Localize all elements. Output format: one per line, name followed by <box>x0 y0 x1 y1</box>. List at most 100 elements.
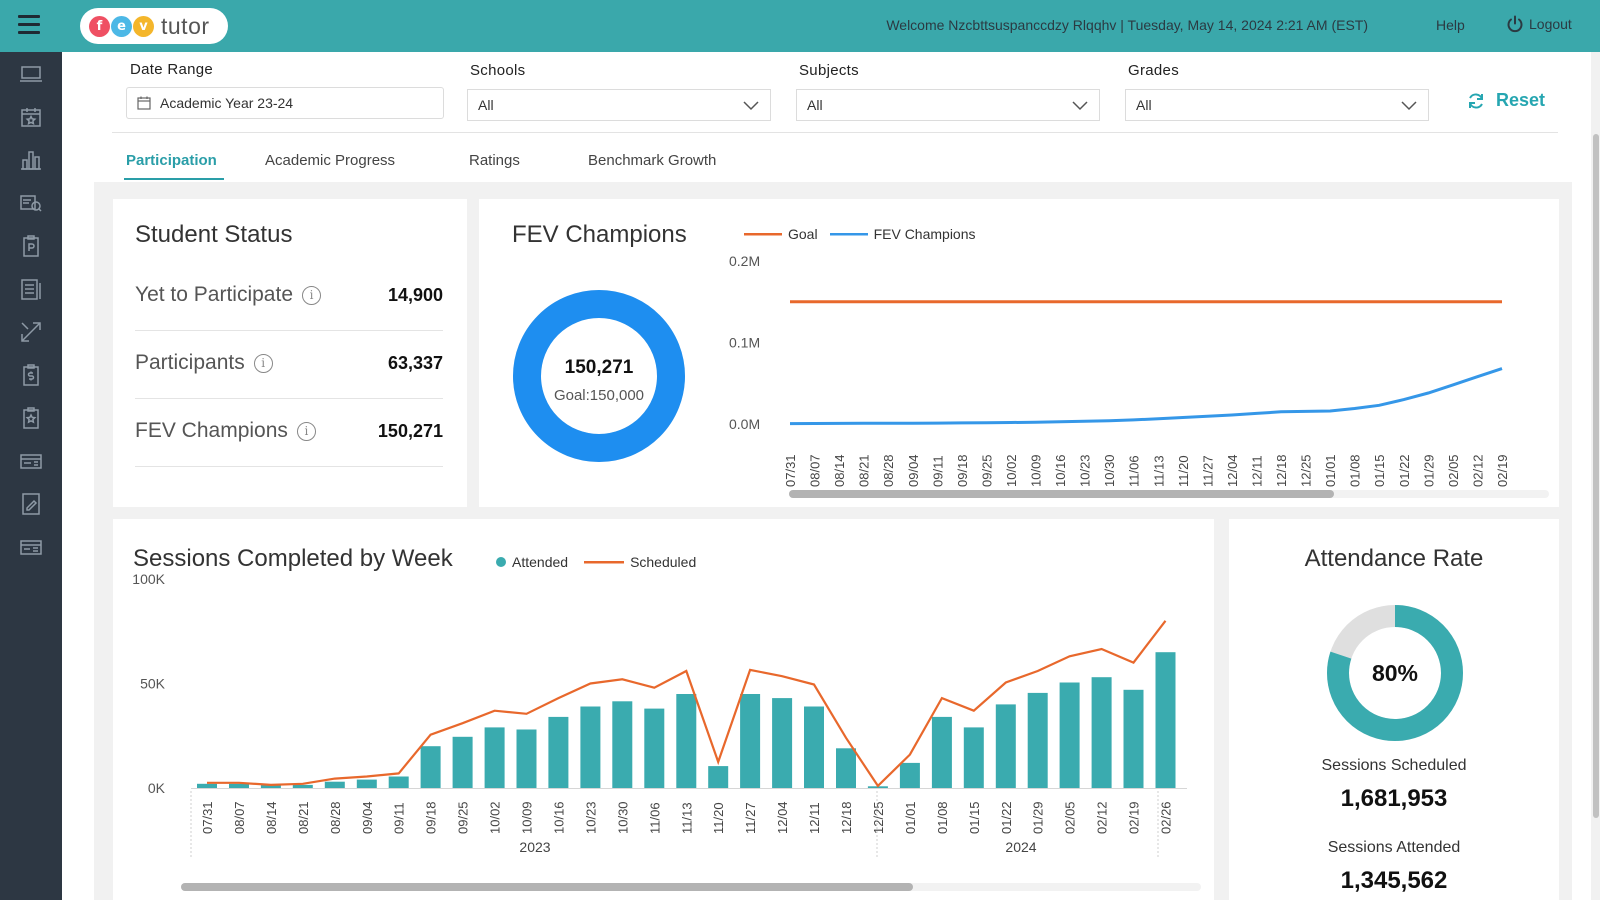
legend-scheduled[interactable]: Scheduled <box>584 554 696 570</box>
tab-participation[interactable]: Participation <box>126 152 217 169</box>
bar-attended <box>1155 652 1176 788</box>
legend-attended[interactable]: Attended <box>496 554 568 570</box>
stat-row-participants: Participants i 63,337 <box>135 331 443 399</box>
logo[interactable]: f e v tutor <box>80 8 228 44</box>
x-tick-label: 10/09 <box>520 801 535 834</box>
champions-scroll-thumb[interactable] <box>789 490 1334 498</box>
clipboard-p-icon[interactable] <box>19 234 43 258</box>
stat-row-yet-to-participate: Yet to Participate i 14,900 <box>135 263 443 331</box>
x-tick-label: 10/23 <box>583 801 598 834</box>
help-link[interactable]: Help <box>1436 17 1465 33</box>
attendance-donut: 80% <box>1327 605 1463 741</box>
sessions-scroll-thumb[interactable] <box>181 883 913 891</box>
donut-value: 150,271 <box>565 357 634 378</box>
year-label-2023: 2023 <box>519 839 550 855</box>
page-scrollbar-thumb[interactable] <box>1593 134 1599 818</box>
x-tick-label: 12/18 <box>1274 454 1289 487</box>
bar-attended <box>516 729 537 788</box>
tab-academic-progress[interactable]: Academic Progress <box>265 152 396 169</box>
reset-button[interactable]: Reset <box>1466 90 1545 111</box>
x-tick-label: 09/18 <box>424 801 439 834</box>
bar-attended <box>1091 677 1112 788</box>
legend-line-champions <box>829 233 868 236</box>
date-range-value: Academic Year 23-24 <box>160 95 294 111</box>
expand-arrows-icon[interactable] <box>19 320 43 344</box>
x-tick-label: 11/13 <box>1151 455 1166 487</box>
active-tab-indicator <box>124 178 224 180</box>
x-tick-label: 10/30 <box>1102 454 1117 487</box>
tab-benchmark-growth[interactable]: Benchmark Growth <box>588 152 717 169</box>
logo-text: tutor <box>161 12 210 39</box>
info-icon[interactable]: i <box>296 421 316 441</box>
x-tick-label: 09/18 <box>955 454 970 487</box>
grades-value: All <box>1136 97 1152 113</box>
bar-attended <box>292 784 313 788</box>
x-tick-label: 09/25 <box>456 801 471 834</box>
schools-label: Schools <box>470 62 526 79</box>
date-range-label: Date Range <box>130 61 214 78</box>
sessions-chart-scrollbar[interactable] <box>181 883 1201 891</box>
x-tick-label: 09/25 <box>979 454 994 487</box>
bar-chart-icon[interactable] <box>19 148 43 172</box>
legend-label: Scheduled <box>630 554 697 570</box>
bar-attended <box>1027 692 1048 788</box>
champions-chart-scrollbar[interactable] <box>789 490 1549 498</box>
info-icon[interactable]: i <box>253 353 273 373</box>
info-icon[interactable]: i <box>302 285 321 305</box>
x-tick-label: 12/11 <box>1250 455 1265 487</box>
x-tick-label: 02/05 <box>1446 454 1461 487</box>
x-tick-label: 01/08 <box>935 801 950 834</box>
clipboard-dollar-icon[interactable] <box>19 363 43 387</box>
x-tick-label: 01/15 <box>967 801 982 834</box>
y-tick-label: 0.1M <box>729 335 760 351</box>
schools-select[interactable]: All <box>467 89 771 121</box>
monitor-icon[interactable] <box>19 62 43 86</box>
x-tick-label: 02/19 <box>1127 801 1142 834</box>
y-tick-label: 100K <box>132 571 165 587</box>
calendar-star-icon[interactable] <box>19 105 43 129</box>
x-tick-label: 07/31 <box>783 454 798 487</box>
x-tick-label: 11/06 <box>647 802 662 834</box>
bar-attended <box>580 706 601 788</box>
legend-dot-attended <box>496 557 506 567</box>
x-tick-label: 07/31 <box>200 801 215 834</box>
menu-icon[interactable] <box>18 15 40 35</box>
bar-attended <box>324 781 345 788</box>
id-card-alt-icon[interactable] <box>19 535 43 559</box>
sessions-legend: Attended Scheduled <box>496 554 696 570</box>
x-tick-label: 10/02 <box>488 801 503 834</box>
edit-document-icon[interactable] <box>19 492 43 516</box>
folder-search-icon[interactable] <box>19 191 43 215</box>
date-range-input[interactable]: Academic Year 23-24 <box>126 87 444 119</box>
student-status-card: Student Status Yet to Participate i 14,90… <box>113 199 467 507</box>
x-tick-label: 12/18 <box>839 801 854 834</box>
legend-champions[interactable]: FEV Champions <box>829 226 976 242</box>
series-line-scheduled <box>207 620 1167 788</box>
grades-select[interactable]: All <box>1125 89 1429 121</box>
chevron-down-icon <box>1401 101 1417 111</box>
x-tick-label: 09/11 <box>930 455 945 487</box>
page-scrollbar[interactable] <box>1591 52 1600 900</box>
clipboard-star-icon[interactable] <box>19 406 43 430</box>
bar-attended <box>644 708 665 788</box>
x-tick-label: 09/04 <box>906 454 921 487</box>
x-tick-label: 12/11 <box>807 802 822 834</box>
legend-goal[interactable]: Goal <box>744 226 818 242</box>
x-tick-label: 01/29 <box>1031 801 1046 834</box>
x-tick-label: 09/04 <box>360 801 375 834</box>
chevron-down-icon <box>1072 101 1088 111</box>
x-tick-label: 10/09 <box>1029 454 1044 487</box>
x-tick-label: 02/26 <box>1159 801 1174 834</box>
tab-ratings[interactable]: Ratings <box>469 152 520 169</box>
subjects-select[interactable]: All <box>796 89 1100 121</box>
document-list-icon[interactable] <box>19 277 43 301</box>
bar-attended <box>260 784 281 788</box>
scheduled-value: 1,681,953 <box>1340 785 1448 812</box>
logo-letter-e: e <box>111 15 132 37</box>
id-card-icon[interactable] <box>19 449 43 473</box>
logout-button[interactable]: Logout <box>1506 15 1572 33</box>
stat-value: 150,271 <box>377 421 443 441</box>
x-tick-label: 08/07 <box>232 801 247 834</box>
x-tick-label: 02/12 <box>1470 454 1485 487</box>
x-tick-label: 01/08 <box>1348 454 1363 487</box>
